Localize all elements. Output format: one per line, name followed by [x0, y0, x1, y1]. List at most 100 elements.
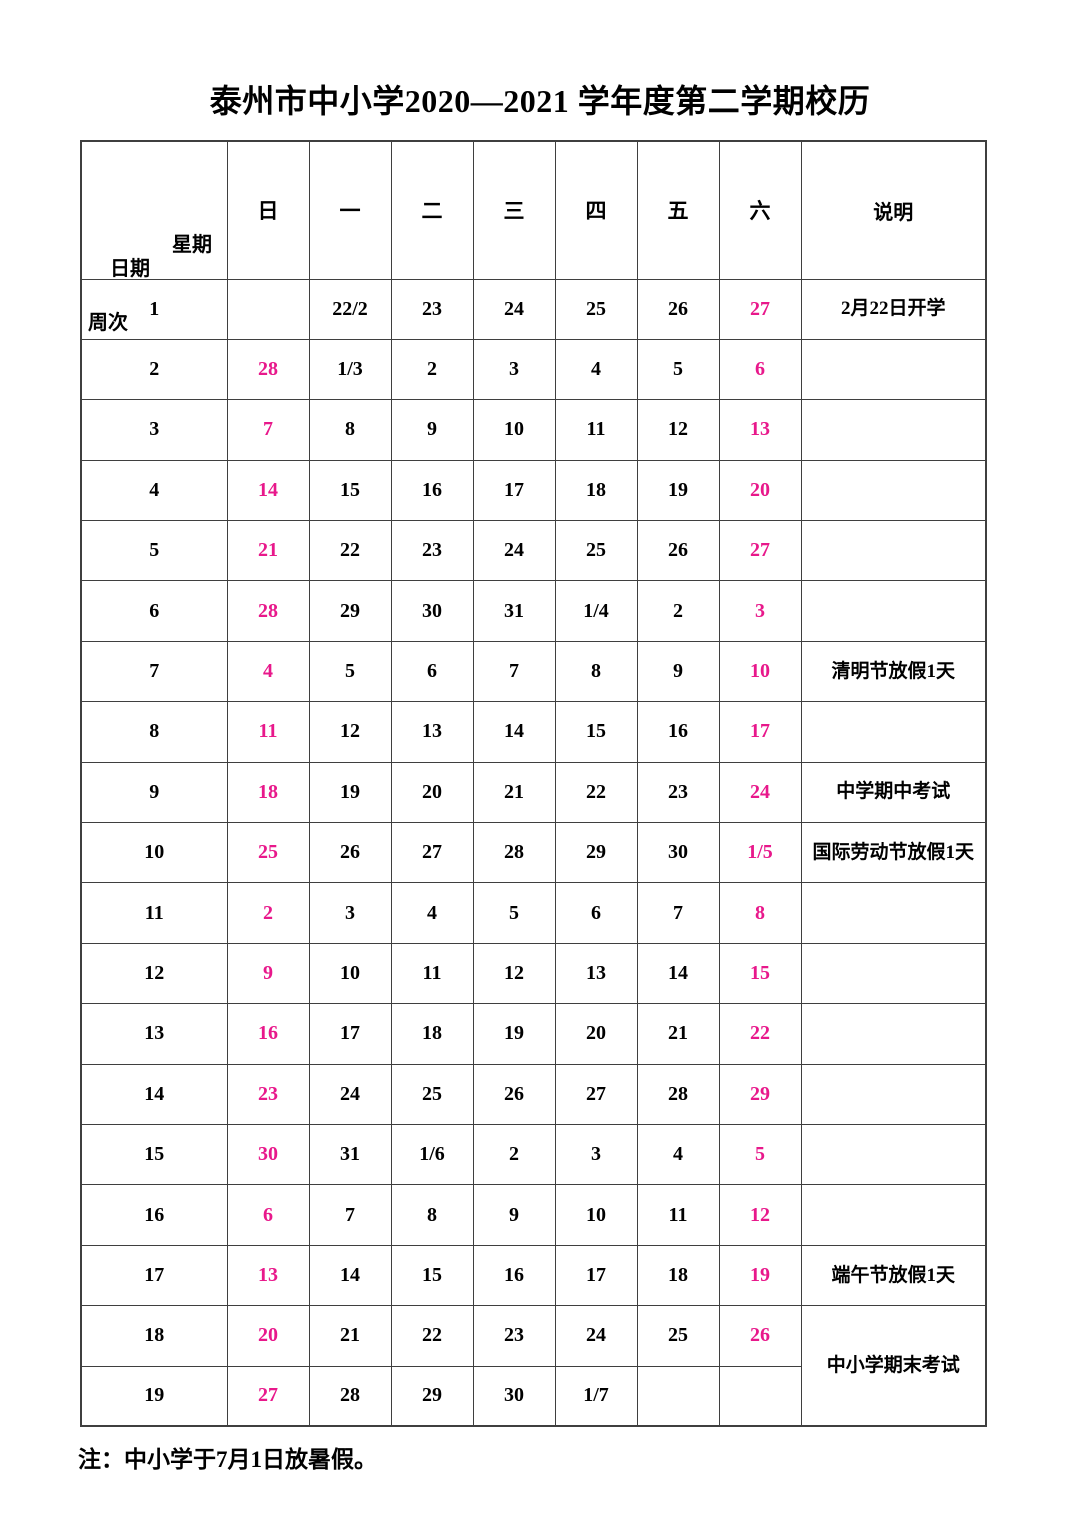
note-cell — [800, 520, 987, 582]
note-cell: 清明节放假1天 — [800, 640, 987, 703]
date-cell: 1/7 — [554, 1365, 638, 1427]
note-cell — [800, 1123, 987, 1186]
date-cell: 15 — [390, 1244, 474, 1307]
date-cell: 15 — [718, 942, 802, 1005]
week-number-cell: 3 — [80, 399, 228, 461]
date-cell: 11 — [390, 942, 474, 1005]
date-cell: 26 — [718, 1305, 802, 1367]
table-row: 4 14 15 16 17 18 19 20 — [80, 459, 987, 522]
date-cell: 21 — [472, 761, 556, 824]
date-cell: 4 — [636, 1123, 720, 1186]
date-cell: 19 — [472, 1003, 556, 1065]
table-row: 14 23 24 25 26 27 28 29 — [80, 1063, 987, 1125]
week-number-cell: 17 — [80, 1244, 228, 1307]
date-cell: 13 — [226, 1244, 310, 1307]
note-cell — [800, 399, 987, 461]
date-cell: 20 — [226, 1305, 310, 1367]
date-cell: 24 — [472, 278, 556, 340]
week-number-cell: 8 — [80, 701, 228, 763]
note-cell: 中学期中考试 — [800, 761, 987, 824]
date-cell: 20 — [390, 761, 474, 824]
date-cell: 12 — [308, 701, 392, 763]
note-cell — [800, 1063, 987, 1125]
date-cell: 23 — [390, 278, 474, 340]
table-row: 2 28 1/3 2 3 4 5 6 — [80, 338, 987, 401]
date-cell: 25 — [636, 1305, 720, 1367]
corner-weeknum-label: 周次 — [88, 312, 128, 335]
date-cell: 17 — [308, 1003, 392, 1065]
date-cell: 22/2 — [308, 278, 392, 340]
date-cell: 5 — [308, 640, 392, 703]
date-cell: 10 — [308, 942, 392, 1005]
note-cell — [800, 701, 987, 763]
date-cell: 12 — [472, 942, 556, 1005]
date-cell: 25 — [554, 278, 638, 340]
date-cell: 17 — [472, 459, 556, 522]
table-row: 8 11 12 13 14 15 16 17 — [80, 701, 987, 763]
date-cell — [718, 1365, 802, 1427]
date-cell: 10 — [718, 640, 802, 703]
table-row: 6 28 29 30 31 1/4 2 3 — [80, 580, 987, 642]
date-cell: 24 — [554, 1305, 638, 1367]
table-row: 19 27 28 29 30 1/7 — [80, 1365, 986, 1427]
date-cell: 20 — [554, 1003, 638, 1065]
date-cell: 22 — [554, 761, 638, 824]
date-cell: 16 — [472, 1244, 556, 1307]
date-cell: 8 — [390, 1184, 474, 1246]
week-number-cell: 4 — [80, 459, 228, 522]
date-cell: 24 — [718, 761, 802, 824]
date-cell: 4 — [390, 882, 474, 944]
date-cell: 3 — [718, 580, 802, 642]
date-cell: 21 — [636, 1003, 720, 1065]
date-cell: 6 — [390, 640, 474, 703]
date-cell: 6 — [554, 882, 638, 944]
date-cell: 13 — [554, 942, 638, 1005]
date-cell: 19 — [636, 459, 720, 522]
calendar-header: 星期 日期 周次 日 一 二 三 四 五 六 说明 — [80, 140, 987, 334]
date-cell: 9 — [636, 640, 720, 703]
note-cell — [800, 882, 987, 944]
date-cell: 29 — [554, 822, 638, 884]
date-cell: 27 — [390, 822, 474, 884]
date-cell: 2 — [390, 338, 474, 401]
day-header-tue: 二 — [390, 140, 474, 280]
week-number-cell: 6 — [80, 580, 228, 642]
date-cell: 30 — [226, 1123, 310, 1186]
table-row: 16 6 7 8 9 10 11 12 — [80, 1184, 987, 1246]
school-calendar-table: 星期 日期 周次 日 一 二 三 四 五 六 说明 1 22/2 23 24 25 26 2… — [80, 140, 987, 1428]
table-row: 15 30 31 1/6 2 3 4 5 — [80, 1123, 987, 1186]
table-row: 10 25 26 27 28 29 30 1/5 国际劳动节放假1天 — [80, 822, 987, 884]
date-cell: 29 — [718, 1063, 802, 1125]
date-cell: 9 — [226, 942, 310, 1005]
week-number-cell: 14 — [80, 1063, 228, 1125]
table-row: 7 4 5 6 7 8 9 10 清明节放假1天 — [80, 640, 987, 703]
day-header-wed: 三 — [472, 140, 556, 280]
date-cell: 5 — [472, 882, 556, 944]
footnote: 注：中小学于7月1日放暑假。 — [78, 1447, 377, 1472]
date-cell: 24 — [308, 1063, 392, 1125]
week-number-cell: 9 — [80, 761, 228, 824]
day-header-sat: 六 — [718, 140, 802, 280]
date-cell — [636, 1365, 720, 1427]
date-cell: 17 — [718, 701, 802, 763]
table-row: 17 13 14 15 16 17 18 19 端午节放假1天 — [80, 1244, 987, 1307]
date-cell: 23 — [390, 520, 474, 582]
table-row: 1 22/2 23 24 25 26 27 2月22日开学 — [80, 278, 987, 340]
date-cell: 28 — [226, 580, 310, 642]
notes-header: 说明 — [800, 140, 987, 280]
week-number-cell: 1 — [80, 278, 228, 340]
corner-weekday-label: 星期 — [172, 234, 212, 257]
date-cell: 23 — [472, 1305, 556, 1367]
date-cell: 2 — [636, 580, 720, 642]
date-cell: 19 — [308, 761, 392, 824]
week-number-cell: 10 — [80, 822, 228, 884]
date-cell: 28 — [472, 822, 556, 884]
date-cell: 27 — [226, 1365, 310, 1427]
note-cell: 中小学期末考试 — [800, 1305, 987, 1427]
table-row: 3 7 8 9 10 11 12 13 — [80, 399, 987, 461]
week-number-cell: 15 — [80, 1123, 228, 1186]
date-cell: 14 — [636, 942, 720, 1005]
date-cell: 31 — [472, 580, 556, 642]
note-cell: 端午节放假1天 — [800, 1244, 987, 1307]
